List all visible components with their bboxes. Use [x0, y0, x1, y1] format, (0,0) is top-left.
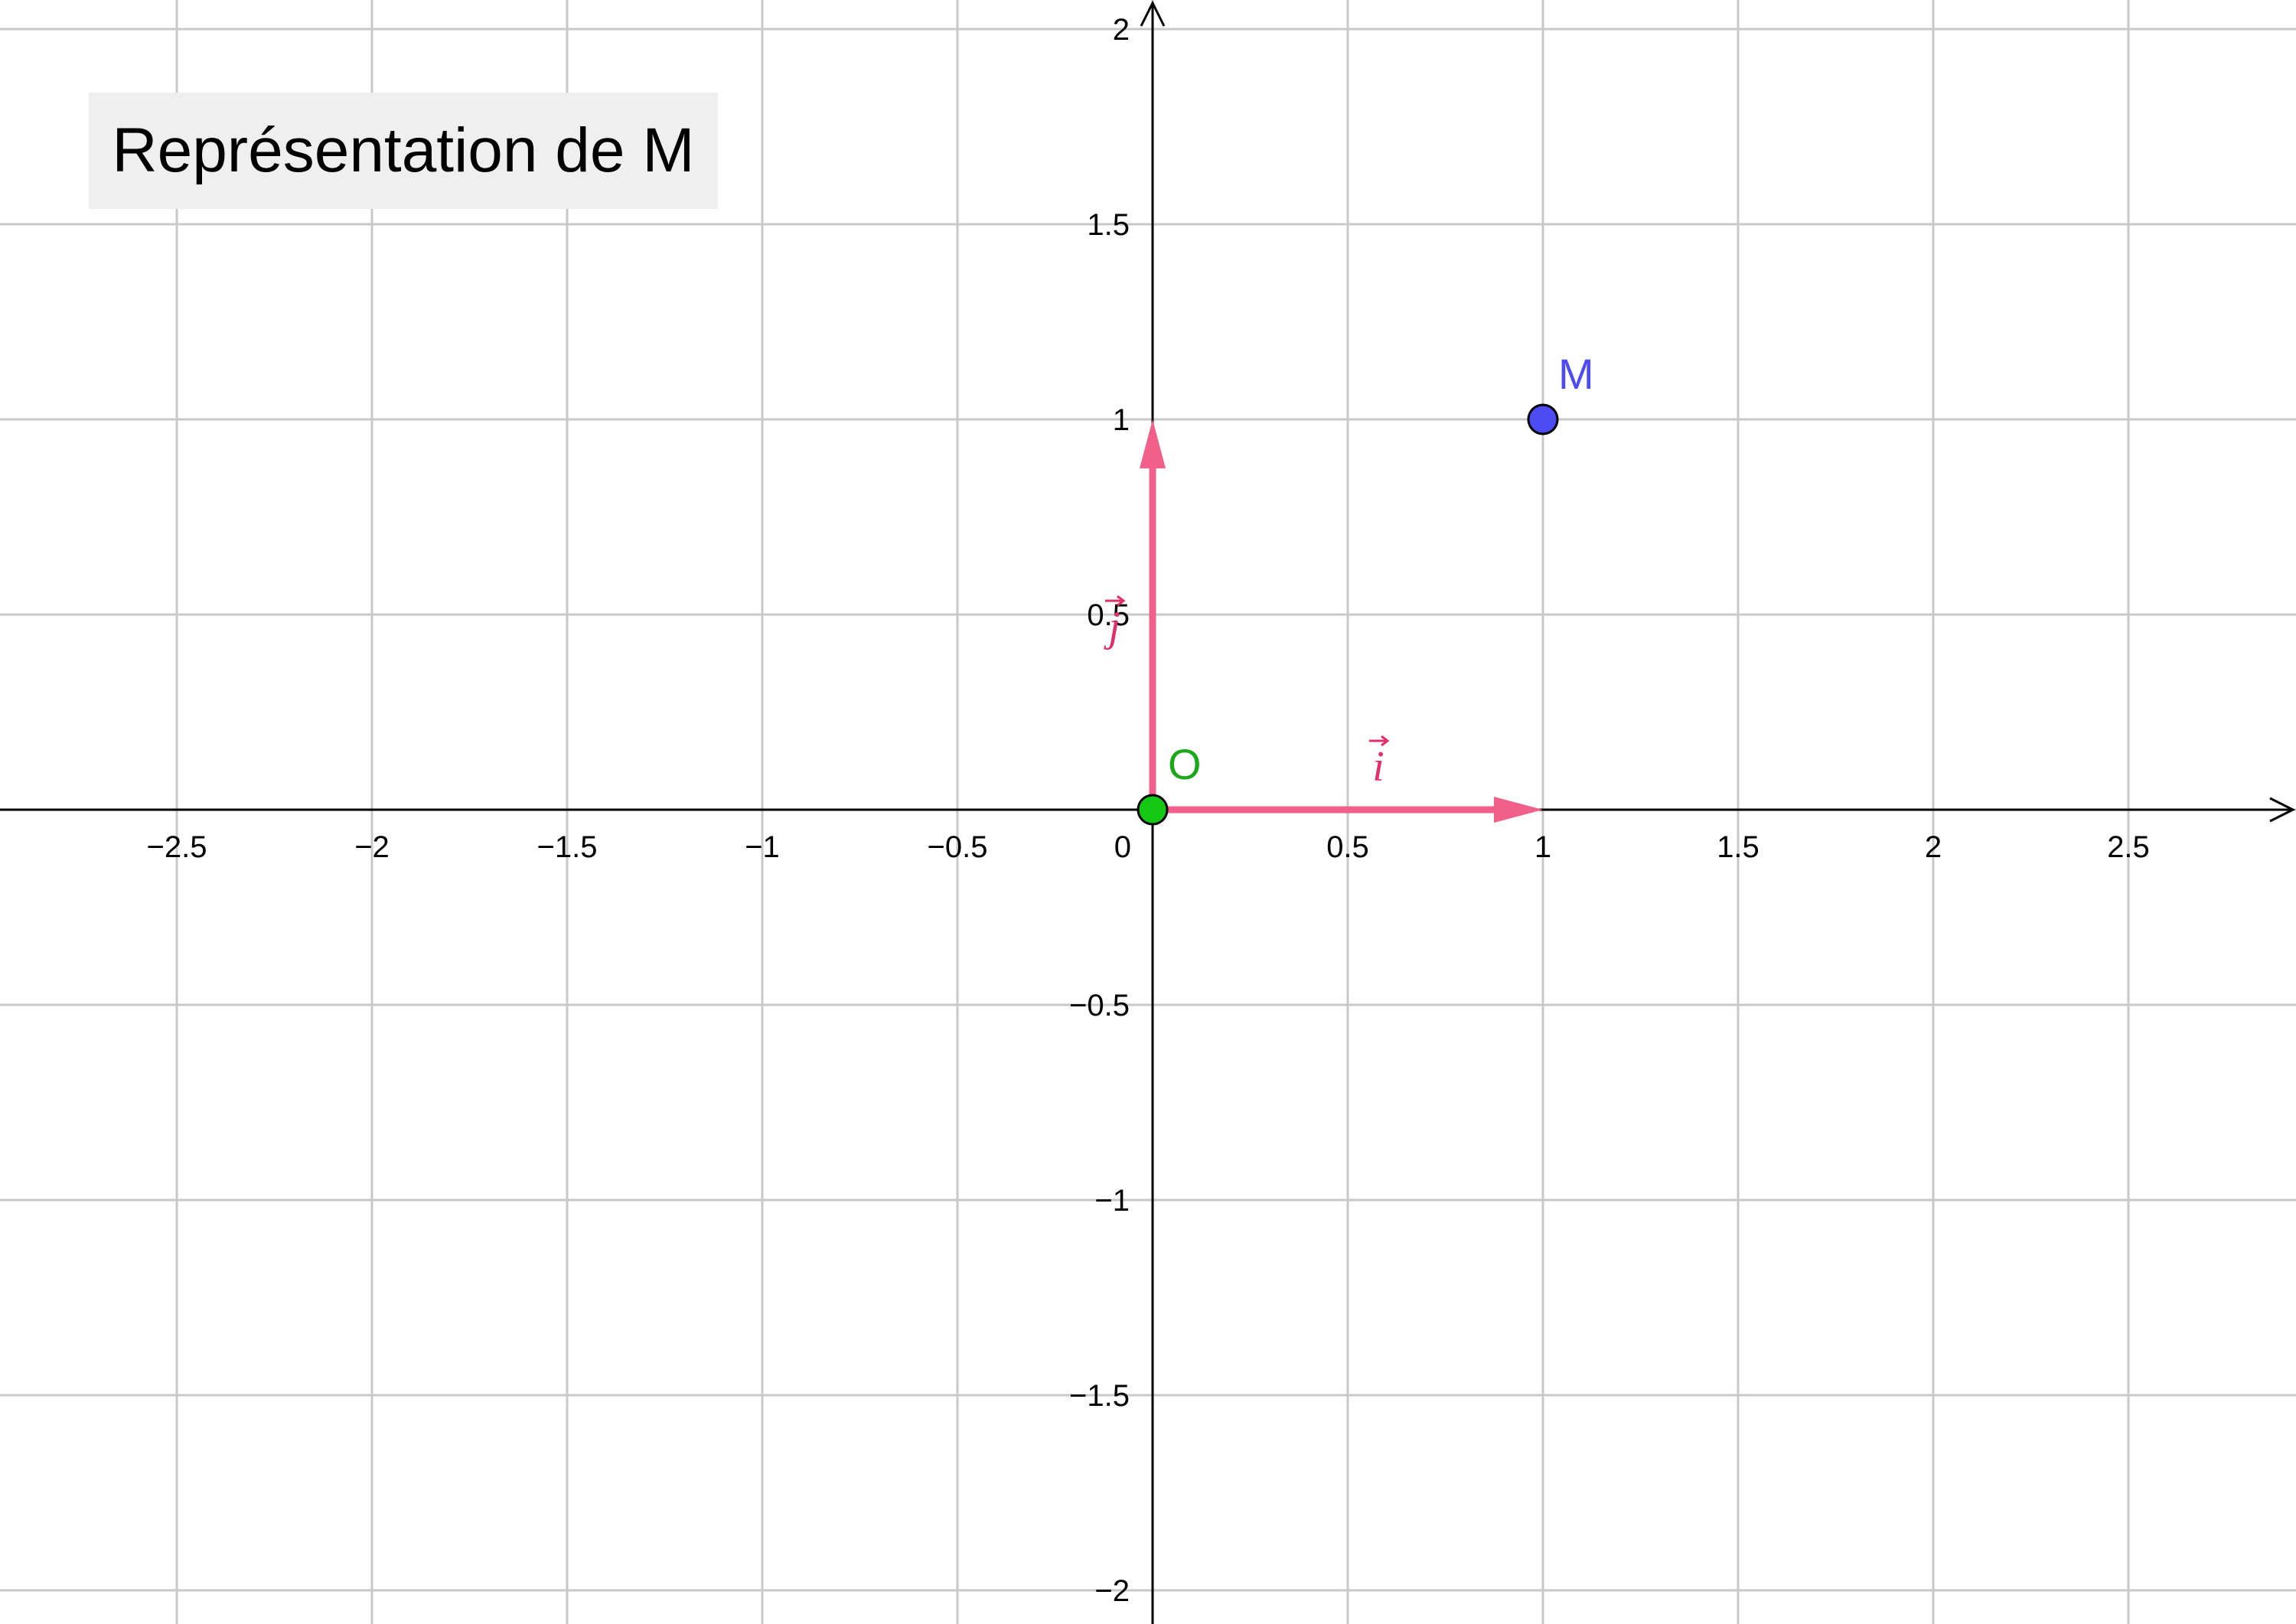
x-tick-label: 2 — [1925, 830, 1942, 864]
vector-j-arrowhead-icon — [1140, 419, 1166, 468]
point-m-label: M — [1558, 350, 1594, 398]
y-axis-arrow-icon — [1140, 0, 1166, 27]
y-tick-label: −1.5 — [1069, 1379, 1130, 1413]
page-title: Représentation de M — [112, 116, 695, 185]
x-tick-label: −2 — [354, 830, 390, 864]
points: OM — [1137, 350, 1594, 826]
y-tick-label: −2 — [1094, 1574, 1130, 1608]
x-tick-label: 1.5 — [1717, 830, 1760, 864]
x-tick-label: 0.5 — [1326, 830, 1369, 864]
y-tick-label: 0.5 — [1087, 598, 1130, 632]
point-origin[interactable] — [1137, 794, 1169, 826]
y-tick-label: 1.5 — [1087, 208, 1130, 242]
vector-j-label: j — [1104, 595, 1126, 651]
x-tick-label: −0.5 — [928, 830, 988, 864]
x-tick-label: −1.5 — [537, 830, 598, 864]
x-tick-label: −2.5 — [147, 830, 207, 864]
title-box[interactable]: Représentation de M — [89, 93, 718, 209]
y-tick-label: −0.5 — [1069, 989, 1130, 1022]
vectors: ij — [1104, 419, 1543, 823]
x-tick-label: −1 — [745, 830, 780, 864]
point-origin-label: O — [1168, 740, 1202, 788]
vector-i-letter: i — [1372, 743, 1384, 791]
vector-j-letter: j — [1104, 603, 1120, 651]
x-tick-label: 2.5 — [2107, 830, 2150, 864]
y-tick-label: 2 — [1113, 13, 1130, 47]
y-tick-label: −1 — [1094, 1184, 1130, 1218]
vector-arrow-tip-icon — [1381, 735, 1390, 747]
x-axis-arrow-icon — [2269, 797, 2296, 823]
y-tick-label: 1 — [1113, 403, 1130, 437]
vector-arrow-tip-icon — [1117, 595, 1126, 607]
point-m[interactable] — [1527, 403, 1559, 435]
vector-i-arrowhead-icon — [1494, 797, 1543, 823]
tick-labels: −2.5 −2 −1.5 −1 −0.5 0 0.5 1 1.5 2 2.5 2 1.5 1 0.5 −0.5… — [147, 13, 2150, 1608]
x-tick-label: 1 — [1534, 830, 1551, 864]
x-tick-label: 0 — [1114, 830, 1131, 864]
vector-i-label: i — [1369, 735, 1390, 791]
